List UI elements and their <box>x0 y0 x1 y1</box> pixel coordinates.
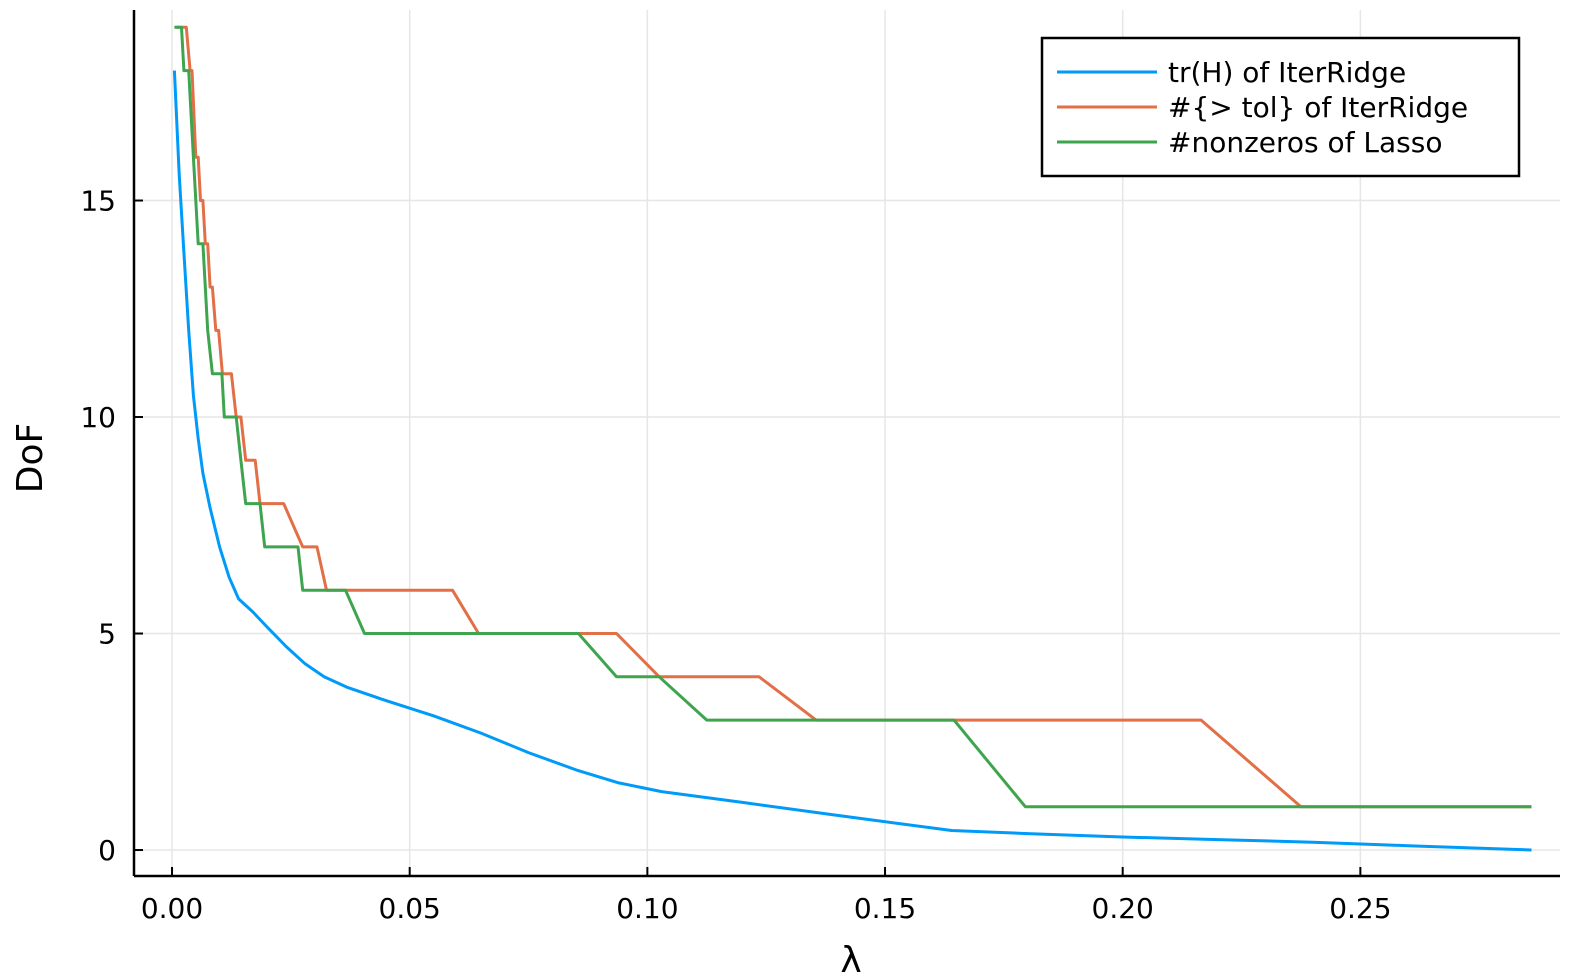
x-ticks: 0.00 0.05 0.10 0.15 0.20 0.25 <box>141 867 1392 925</box>
series-line-lasso <box>174 25 1532 809</box>
y-tick-label-2: 10 <box>80 401 116 434</box>
x-tick-label-2: 0.10 <box>616 892 678 925</box>
series-line-tr-h <box>172 70 1532 852</box>
x-axis-title: λ <box>840 940 861 979</box>
y-tick-label-3: 15 <box>80 185 116 218</box>
x-tick-label-1: 0.05 <box>379 892 441 925</box>
x-tick-label-4: 0.20 <box>1092 892 1154 925</box>
y-tick-label-1: 5 <box>98 618 116 651</box>
y-tick-label-0: 0 <box>98 834 116 867</box>
legend-label-tol: #{> tol} of IterRidge <box>1168 91 1468 124</box>
series-layer <box>172 25 1532 852</box>
legend: tr(H) of IterRidge #{> tol} of IterRidge… <box>1040 36 1521 178</box>
legend-label-lasso: #nonzeros of Lasso <box>1168 126 1442 159</box>
axes <box>132 10 1560 878</box>
x-tick-label-0: 0.00 <box>141 892 203 925</box>
x-tick-label-5: 0.25 <box>1329 892 1391 925</box>
legend-label-tr-h: tr(H) of IterRidge <box>1168 56 1406 89</box>
series-line-tol <box>176 25 1532 809</box>
x-tick-label-3: 0.15 <box>854 892 916 925</box>
y-ticks: 0 5 10 15 <box>80 185 143 867</box>
y-axis-title: DoF <box>10 423 51 493</box>
